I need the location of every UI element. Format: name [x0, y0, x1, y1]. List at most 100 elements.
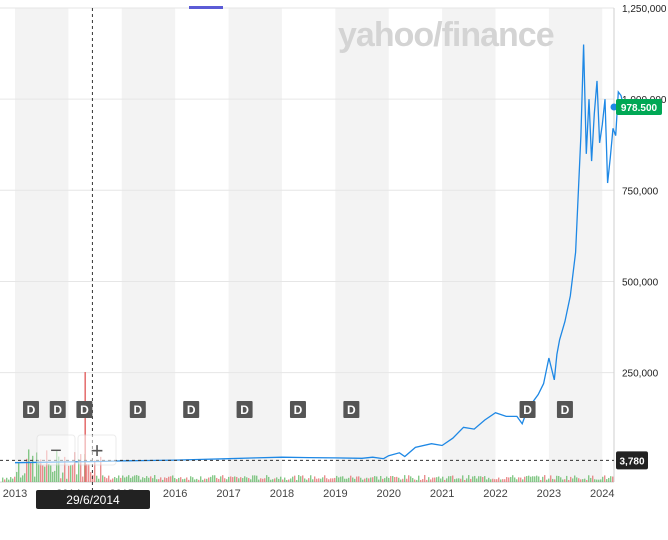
dividend-marker[interactable] [519, 401, 536, 418]
volume-bar [432, 477, 434, 482]
volume-bar [218, 478, 220, 482]
volume-bar [284, 477, 286, 482]
volume-bar [516, 479, 518, 482]
dividend-marker[interactable] [183, 401, 200, 418]
y-tick-label: 250,000 [622, 369, 659, 380]
volume-bar [28, 449, 30, 482]
volume-bar [392, 476, 394, 482]
x-tick-label: 2024 [590, 488, 614, 500]
volume-bar [608, 477, 610, 482]
volume-bar [112, 478, 114, 482]
dividend-marker[interactable] [76, 401, 93, 418]
volume-bar [598, 479, 600, 482]
dividend-marker[interactable] [343, 401, 360, 418]
volume-bar [274, 478, 276, 482]
volume-bar [286, 479, 288, 482]
volume-bar [320, 478, 322, 482]
volume-bar [136, 475, 138, 482]
volume-bar [48, 464, 50, 482]
volume-bar [314, 476, 316, 482]
volume-bar [358, 476, 360, 482]
volume-bar [382, 478, 384, 482]
volume-bar [116, 478, 118, 482]
volume-bar [82, 476, 84, 482]
volume-bar [440, 478, 442, 482]
volume-bar [292, 476, 294, 482]
volume-bar [196, 478, 198, 482]
x-tick-label: 2019 [323, 488, 347, 500]
volume-bar [290, 478, 292, 482]
volume-bar [416, 479, 418, 482]
zoom-out-button[interactable] [36, 434, 76, 466]
volume-bar [176, 479, 178, 482]
dividend-marker[interactable] [49, 401, 66, 418]
zoom-in-button[interactable] [77, 434, 117, 466]
volume-bar [504, 479, 506, 482]
volume-bar [380, 476, 382, 482]
volume-bar [362, 479, 364, 482]
range-indicator[interactable] [189, 6, 223, 9]
volume-bar [134, 475, 136, 482]
dividend-marker[interactable] [129, 401, 146, 418]
volume-bar [562, 479, 564, 482]
volume-bar [548, 478, 550, 482]
dividend-marker-label: D [294, 403, 303, 417]
volume-bar [188, 479, 190, 482]
volume-bar [40, 459, 42, 482]
volume-bar [178, 477, 180, 482]
volume-bar [150, 476, 152, 482]
volume-bar [264, 478, 266, 482]
volume-bar [360, 477, 362, 482]
volume-bar [260, 478, 262, 482]
volume-bar [228, 476, 230, 482]
volume-bar [302, 475, 304, 482]
volume-bar [410, 476, 412, 482]
volume-bar [206, 478, 208, 482]
volume-bar [86, 464, 88, 482]
volume-bar [20, 477, 22, 482]
volume-bar [256, 475, 258, 482]
volume-bar [114, 476, 116, 482]
volume-bar [414, 479, 416, 482]
volume-bar [322, 477, 324, 482]
volume-bar [424, 475, 426, 482]
volume-bar [22, 475, 24, 482]
volume-bar [408, 475, 410, 482]
volume-bar [586, 479, 588, 482]
volume-bar [552, 478, 554, 482]
dividend-marker[interactable] [236, 401, 253, 418]
volume-bar [120, 477, 122, 482]
zoom-in-icon: + [91, 438, 104, 463]
dividend-marker[interactable] [23, 401, 40, 418]
volume-bar [326, 478, 328, 482]
volume-bar [106, 478, 108, 482]
volume-bar [324, 475, 326, 482]
dividend-marker-label: D [80, 403, 89, 417]
volume-bar [430, 479, 432, 482]
volume-bar [540, 479, 542, 482]
y-tick-label: 500,000 [622, 277, 659, 288]
dividend-marker[interactable] [556, 401, 573, 418]
last-value-dot [610, 103, 618, 111]
volume-bar [478, 476, 480, 482]
volume-bar [470, 478, 472, 482]
volume-bar [328, 479, 330, 482]
last-value-badge[interactable] [616, 98, 662, 115]
volume-bar [100, 456, 102, 482]
volume-bar [142, 477, 144, 482]
volume-bar [108, 475, 110, 482]
volume-bar [344, 478, 346, 482]
volume-bar [574, 475, 576, 482]
volume-bar [566, 475, 568, 482]
volume-bar [276, 477, 278, 482]
volume-bar [558, 475, 560, 482]
volume-bar [72, 464, 74, 482]
volume-bar [604, 475, 606, 482]
volume-bar [498, 477, 500, 482]
volume-bar [452, 475, 454, 482]
volume-bar [244, 476, 246, 482]
volume-bar [210, 476, 212, 482]
dividend-marker[interactable] [289, 401, 306, 418]
volume-bar [24, 473, 26, 482]
